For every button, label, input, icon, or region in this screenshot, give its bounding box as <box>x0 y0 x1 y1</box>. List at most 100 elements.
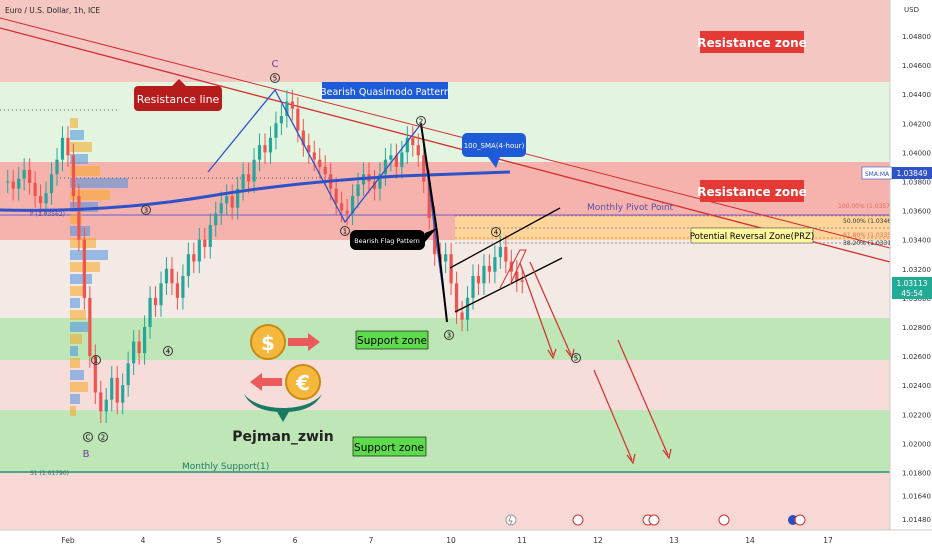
time-tick-label: 5 <box>217 536 222 545</box>
candle-body <box>449 254 453 284</box>
candle-body <box>290 101 294 109</box>
svg-text:45:54: 45:54 <box>901 289 923 298</box>
candle-body <box>22 169 26 179</box>
svg-text:1: 1 <box>94 357 98 365</box>
candle-body <box>82 239 86 298</box>
candle-body <box>356 184 360 197</box>
price-tick-label: 1.04200 <box>902 120 931 128</box>
candle-body <box>378 174 382 189</box>
flag-upper[interactable] <box>449 207 561 269</box>
projection-path[interactable] <box>499 249 527 289</box>
candle-body <box>493 257 497 272</box>
price-tick-label: 1.02000 <box>902 440 931 448</box>
svg-text:3: 3 <box>144 207 148 215</box>
candle-body <box>66 137 70 156</box>
resistance-line-1[interactable] <box>0 27 891 263</box>
time-tick-label: 4 <box>141 536 146 545</box>
candle-body <box>460 312 464 320</box>
volume-profile-bar <box>70 250 108 260</box>
price-axis-currency: USD <box>904 6 919 14</box>
volume-profile-bar <box>70 130 84 140</box>
volume-profile-bar <box>70 310 86 320</box>
candle-body <box>192 254 196 262</box>
volume-profile-bar <box>70 202 98 212</box>
price-tick-label: 1.02800 <box>902 324 931 332</box>
candle-body <box>301 130 305 146</box>
flag-lower[interactable] <box>454 257 563 313</box>
candle-body <box>422 155 426 182</box>
candle-body <box>186 254 190 277</box>
volume-profile-bar <box>70 154 88 164</box>
volume-profile-bar <box>70 298 80 308</box>
time-axis-ticks: Feb 4 5 6 7 10 11 12 13 14 17 <box>61 536 833 545</box>
time-tick-label: 12 <box>593 536 603 545</box>
monthly-support-label: Monthly Support(1) <box>182 462 269 472</box>
volume-profile-bar <box>70 346 78 356</box>
candle-body <box>33 182 37 197</box>
time-tick-label: 17 <box>823 536 833 545</box>
candle-body <box>340 203 344 211</box>
candle-body <box>132 341 136 364</box>
quasimodo-zigzag[interactable] <box>207 88 448 321</box>
svg-text:4: 4 <box>166 348 171 356</box>
candle-body <box>345 210 349 214</box>
volume-profile-bar <box>70 190 110 200</box>
candle-body <box>498 246 502 258</box>
candle-body <box>208 225 212 247</box>
candle-body <box>71 155 76 197</box>
candle-body <box>487 265 492 272</box>
svg-text:Potential Reversal Zone(PRZ): Potential Reversal Zone(PRZ) <box>690 232 814 242</box>
price-tick-label: 1.04600 <box>902 62 931 70</box>
candle-body <box>263 145 267 153</box>
candle-body <box>372 181 377 189</box>
candle-body <box>383 159 388 175</box>
candle-body <box>400 152 404 167</box>
svg-text:50.00% (1.03465): 50.00% (1.03465) <box>843 218 897 225</box>
flag-pole[interactable] <box>420 123 448 323</box>
support-zone-band-2 <box>0 410 890 472</box>
candle-body <box>110 377 114 400</box>
sma-100-4h-line[interactable] <box>0 170 511 212</box>
svg-text:Support zone: Support zone <box>357 335 427 347</box>
event-icons[interactable] <box>505 514 806 526</box>
candle-body <box>44 193 48 204</box>
support-zone-label-2: Support zone <box>352 436 427 457</box>
resistance-zone-label-2: Resistance zone <box>697 180 807 202</box>
candle-body <box>515 271 519 281</box>
candle-body <box>252 159 256 182</box>
candle-body <box>126 363 130 386</box>
resistance-line-2[interactable] <box>0 17 891 249</box>
us-flag-event-icon-5 <box>794 514 806 526</box>
prz-label: Potential Reversal Zone(PRZ) <box>690 227 814 244</box>
symbol-title: Euro / U.S. Dollar, 1h, ICE <box>5 6 100 15</box>
svg-text:Resistance line: Resistance line <box>137 93 220 106</box>
band-bottom <box>0 472 890 530</box>
candle-body <box>471 276 475 298</box>
candle-body <box>55 159 59 175</box>
volume-profile-bar <box>70 382 88 392</box>
volume-profile-bar <box>70 274 92 284</box>
svg-text:100.00% (1.03571): 100.00% (1.03571) <box>838 203 896 210</box>
candle-body <box>296 108 300 131</box>
candle-body <box>323 166 327 175</box>
volume-profile-bar <box>70 142 92 152</box>
euro-coin-icon <box>285 364 321 400</box>
wave-b-label: B <box>83 449 90 460</box>
svg-text:61.80% (1.03358): 61.80% (1.03358) <box>843 232 897 239</box>
candle-body <box>230 196 234 208</box>
resistance-zone-label-1: Resistance zone <box>697 31 807 53</box>
price-tick-label: 1.03600 <box>902 208 931 216</box>
svg-text:3: 3 <box>447 332 451 340</box>
candle-body <box>49 174 54 194</box>
candle-body <box>482 265 486 284</box>
us-flag-event-icon-4 <box>718 514 730 526</box>
candle-body <box>88 297 92 357</box>
candle-body <box>416 145 420 156</box>
candle-body <box>476 276 481 284</box>
price-tick-label: 1.04000 <box>902 149 931 157</box>
author-logo: $ € Pejman_zwin <box>232 324 334 445</box>
candle-body <box>307 145 311 153</box>
svg-text:100_SMA(4-hour): 100_SMA(4-hour) <box>464 142 525 150</box>
candle-body <box>504 246 508 262</box>
